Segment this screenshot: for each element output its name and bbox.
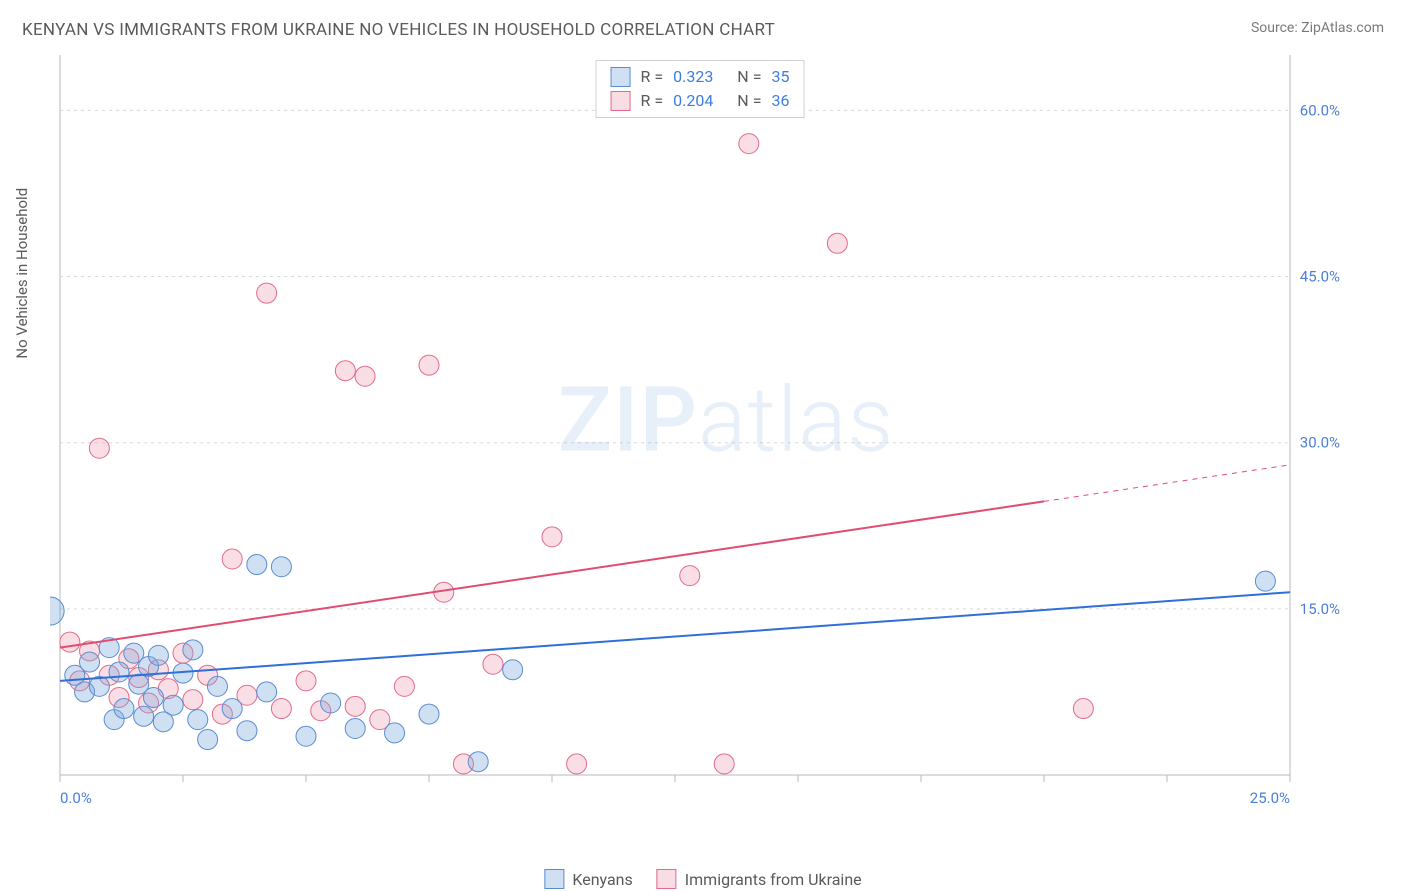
chart-header: KENYAN VS IMMIGRANTS FROM UKRAINE NO VEH… bbox=[0, 0, 1406, 40]
chart-source: Source: ZipAtlas.com bbox=[1251, 20, 1384, 36]
scatter-plot: 0.0% 25.0% 15.0% 30.0% 45.0% 60.0% bbox=[50, 55, 1350, 815]
svg-text:45.0%: 45.0% bbox=[1300, 268, 1340, 286]
stat-n-label: N = bbox=[737, 65, 761, 89]
stat-r-value: 0.204 bbox=[673, 89, 713, 113]
stat-r-label: R = bbox=[641, 65, 664, 89]
stats-row-pink: R = 0.204 N = 36 bbox=[611, 89, 790, 113]
legend-label: Kenyans bbox=[572, 870, 632, 889]
stat-r-label: R = bbox=[641, 89, 664, 113]
svg-text:0.0%: 0.0% bbox=[60, 789, 92, 807]
svg-text:15.0%: 15.0% bbox=[1300, 600, 1340, 618]
stats-row-blue: R = 0.323 N = 35 bbox=[611, 65, 790, 89]
swatch-blue-icon bbox=[611, 67, 631, 87]
stat-n-value: 36 bbox=[771, 89, 789, 113]
stat-n-value: 35 bbox=[771, 65, 789, 89]
stat-n-label: N = bbox=[737, 89, 761, 113]
svg-text:60.0%: 60.0% bbox=[1300, 101, 1340, 119]
y-axis-label: No Vehicles in Household bbox=[13, 188, 31, 359]
svg-text:25.0%: 25.0% bbox=[1250, 789, 1290, 807]
stat-r-value: 0.323 bbox=[673, 65, 713, 89]
chart-area: 0.0%25.0%15.0%30.0%45.0%60.0% No Vehicle… bbox=[50, 55, 1350, 815]
legend-item-pink: Immigrants from Ukraine bbox=[657, 869, 862, 889]
swatch-pink-icon bbox=[657, 869, 677, 889]
chart-title: KENYAN VS IMMIGRANTS FROM UKRAINE NO VEH… bbox=[22, 20, 775, 40]
swatch-pink-icon bbox=[611, 91, 631, 111]
legend-item-blue: Kenyans bbox=[544, 869, 632, 889]
svg-text:30.0%: 30.0% bbox=[1300, 434, 1340, 452]
swatch-blue-icon bbox=[544, 869, 564, 889]
stats-box: R = 0.323 N = 35 R = 0.204 N = 36 bbox=[596, 60, 805, 118]
chart-legend: Kenyans Immigrants from Ukraine bbox=[544, 869, 861, 889]
legend-label: Immigrants from Ukraine bbox=[685, 870, 862, 889]
